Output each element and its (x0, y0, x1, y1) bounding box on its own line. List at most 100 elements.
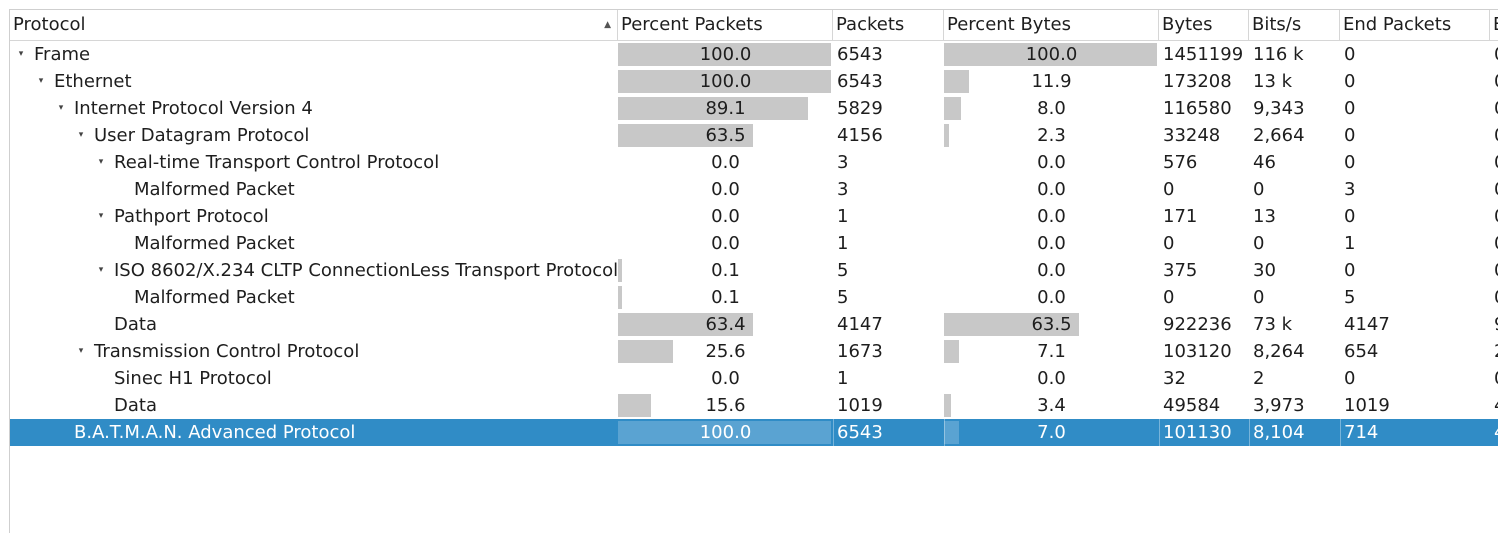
bits-per-second-cell: 0 (1253, 179, 1265, 200)
percent-bytes-cell: 0.0 (944, 284, 1159, 311)
protocol-cell: ▾ User Datagram Protocol (10, 122, 618, 149)
header-end-packets[interactable]: End Packets (1340, 10, 1490, 40)
expand-arrow-icon[interactable]: ▾ (98, 211, 104, 221)
expand-arrow-icon[interactable]: ▾ (98, 157, 104, 167)
expand-arrow-icon[interactable]: ▾ (38, 76, 44, 86)
expand-arrow-icon[interactable]: ▾ (78, 346, 84, 356)
percent-bytes-cell-bar (944, 124, 949, 147)
protocol-cell: Malformed Packet (10, 284, 618, 311)
column-separator (944, 419, 945, 446)
tree-row[interactable]: ▾ Internet Protocol Version 4 89.1 5829 8.0 1… (10, 95, 1498, 122)
end-packets-cell: 1019 (1344, 395, 1390, 416)
percent-packets-cell-value: 25.6 (705, 341, 746, 362)
protocol-hierarchy-tree[interactable]: Protocol ▲ Percent Packets Packets Perce… (9, 9, 1498, 533)
percent-bytes-cell-value: 0.0 (1037, 287, 1066, 308)
end-packets-cell: 0 (1344, 71, 1356, 92)
tree-row[interactable]: ▾ Real-time Transport Control Protocol 0.0… (10, 149, 1498, 176)
tree-row[interactable]: ▾ Transmission Control Protocol 25.6 1673 7.… (10, 338, 1498, 365)
percent-packets-cell-value: 89.1 (705, 98, 746, 119)
end-bytes-cell: 0 (1490, 365, 1498, 392)
percent-bytes-cell-bar (944, 43, 1157, 66)
bytes-cell: 0 (1163, 233, 1175, 254)
tree-row[interactable]: ▾ Pathport Protocol 0.0 1 0.0 171 13 0 0 (10, 203, 1498, 230)
expand-arrow-icon[interactable]: ▾ (98, 265, 104, 275)
tree-row[interactable]: B.A.T.M.A.N. Advanced Protocol 100.0 6543 7… (10, 419, 1498, 446)
bytes-cell: 33248 (1163, 125, 1221, 146)
bytes-cell: 49584 (1163, 395, 1221, 416)
protocol-name: Malformed Packet (134, 287, 295, 308)
packets-cell: 5829 (837, 98, 883, 119)
bits-per-second-cell: 0 (1253, 287, 1265, 308)
bits-per-second-cell: 0 (1253, 233, 1265, 254)
header-percent-packets[interactable]: Percent Packets (618, 10, 833, 40)
column-separator (1249, 419, 1250, 446)
percent-bytes-cell-value: 7.0 (1037, 422, 1066, 443)
header-protocol[interactable]: Protocol ▲ (10, 10, 618, 40)
percent-packets-cell-value: 100.0 (699, 71, 752, 92)
percent-bytes-cell: 0.0 (944, 230, 1159, 257)
percent-bytes-cell-value: 0.0 (1037, 206, 1066, 227)
tree-row[interactable]: Data 15.6 1019 3.4 49584 3,973 1019 4 (10, 392, 1498, 419)
end-bytes-cell: 9 (1490, 311, 1498, 338)
protocol-cell: Malformed Packet (10, 176, 618, 203)
percent-packets-cell-value: 0.1 (711, 260, 740, 281)
column-header: Protocol ▲ Percent Packets Packets Perce… (10, 10, 1498, 41)
protocol-cell: ▾ Real-time Transport Control Protocol (10, 149, 618, 176)
end-packets-cell: 0 (1344, 125, 1356, 146)
bytes-cell: 375 (1163, 260, 1198, 281)
protocol-name: Sinec H1 Protocol (114, 368, 272, 389)
protocol-name: B.A.T.M.A.N. Advanced Protocol (74, 422, 356, 443)
tree-row[interactable]: Malformed Packet 0.0 1 0.0 0 0 1 0 (10, 230, 1498, 257)
column-separator (1340, 419, 1341, 446)
tree-row[interactable]: ▾ User Datagram Protocol 63.5 4156 2.3 33248 2… (10, 122, 1498, 149)
percent-packets-cell-value: 0.1 (711, 287, 740, 308)
percent-packets-cell: 63.4 (618, 311, 833, 338)
expand-arrow-icon[interactable]: ▾ (18, 49, 24, 59)
percent-packets-cell: 0.0 (618, 203, 833, 230)
percent-packets-cell-bar (618, 421, 831, 444)
column-separator (1159, 419, 1160, 446)
tree-row[interactable]: ▾ Ethernet 100.0 6543 11.9 173208 13 k 0 0 (10, 68, 1498, 95)
percent-packets-cell-bar (618, 394, 651, 417)
percent-bytes-cell: 2.3 (944, 122, 1159, 149)
expand-arrow-icon[interactable]: ▾ (58, 103, 64, 113)
percent-bytes-cell: 0.0 (944, 365, 1159, 392)
percent-bytes-cell: 0.0 (944, 149, 1159, 176)
protocol-cell: Data (10, 311, 618, 338)
end-bytes-cell: 0 (1490, 95, 1498, 122)
percent-bytes-cell-bar (944, 340, 959, 363)
header-packets[interactable]: Packets (833, 10, 944, 40)
bytes-cell: 922236 (1163, 314, 1232, 335)
expand-arrow-icon[interactable]: ▾ (78, 130, 84, 140)
protocol-name: Ethernet (54, 71, 132, 92)
bits-per-second-cell: 30 (1253, 260, 1276, 281)
bytes-cell: 116580 (1163, 98, 1232, 119)
header-end-bytes[interactable]: E (1490, 10, 1498, 40)
tree-row[interactable]: ▾ ISO 8602/X.234 CLTP ConnectionLess Tran… (10, 257, 1498, 284)
packets-cell: 3 (837, 179, 849, 200)
end-bytes-cell: 0 (1490, 257, 1498, 284)
end-bytes-cell: 0 (1490, 230, 1498, 257)
percent-bytes-cell: 63.5 (944, 311, 1159, 338)
percent-packets-cell: 0.1 (618, 284, 833, 311)
tree-row[interactable]: Malformed Packet 0.1 5 0.0 0 0 5 0 (10, 284, 1498, 311)
end-packets-cell: 3 (1344, 179, 1356, 200)
end-bytes-cell: 2 (1490, 338, 1498, 365)
bits-per-second-cell: 8,104 (1253, 422, 1305, 443)
bits-per-second-cell: 9,343 (1253, 98, 1305, 119)
header-bits-per-second[interactable]: Bits/s (1249, 10, 1340, 40)
tree-row[interactable]: ▾ Frame 100.0 6543 100.0 1451199 116 k 0 0 (10, 41, 1498, 68)
header-bytes[interactable]: Bytes (1159, 10, 1249, 40)
protocol-cell: Sinec H1 Protocol (10, 365, 618, 392)
tree-row[interactable]: Data 63.4 4147 63.5 922236 73 k 4147 9 (10, 311, 1498, 338)
packets-cell: 1 (837, 233, 849, 254)
tree-row[interactable]: Malformed Packet 0.0 3 0.0 0 0 3 0 (10, 176, 1498, 203)
percent-packets-cell: 0.0 (618, 365, 833, 392)
tree-row[interactable]: Sinec H1 Protocol 0.0 1 0.0 32 2 0 0 (10, 365, 1498, 392)
percent-bytes-cell: 11.9 (944, 68, 1159, 95)
header-percent-bytes[interactable]: Percent Bytes (944, 10, 1159, 40)
percent-bytes-cell-value: 100.0 (1025, 44, 1078, 65)
percent-bytes-cell-bar (944, 421, 959, 444)
protocol-cell: ▾ Transmission Control Protocol (10, 338, 618, 365)
protocol-cell: ▾ Frame (10, 41, 618, 68)
